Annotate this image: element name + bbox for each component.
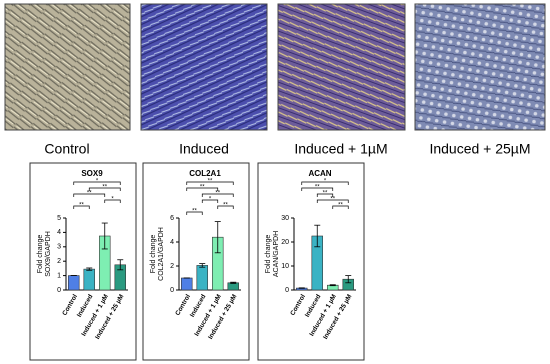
significance-bracket bbox=[316, 199, 349, 203]
y-tick-label: 2 bbox=[170, 263, 174, 270]
chart-title: COL2A1 bbox=[189, 169, 221, 178]
y-tick-label: 3 bbox=[57, 244, 61, 251]
significance-bracket bbox=[88, 187, 121, 191]
y-tick-label: 2 bbox=[57, 258, 61, 265]
y-tick-label: 0 bbox=[285, 287, 289, 294]
y-axis-label: Fold change bbox=[265, 235, 272, 274]
y-tick-label: 30 bbox=[281, 215, 289, 222]
y-tick-label: 10 bbox=[281, 263, 289, 270]
significance-bracket bbox=[316, 193, 334, 197]
significance-bracket bbox=[73, 205, 90, 209]
significance-bracket bbox=[332, 205, 349, 209]
significance-label: * bbox=[324, 179, 327, 185]
significance-label: * bbox=[96, 179, 99, 185]
image-label: Control bbox=[44, 141, 89, 157]
y-axis-label: COL2A1/GAPDH bbox=[158, 227, 165, 281]
significance-label: ** bbox=[79, 203, 84, 209]
y-tick-label: 6 bbox=[170, 215, 174, 222]
significance-bracket bbox=[73, 181, 121, 185]
bar bbox=[83, 268, 95, 291]
y-tick-label: 4 bbox=[170, 239, 174, 246]
chart-title: SOX9 bbox=[81, 169, 103, 178]
bar bbox=[68, 275, 80, 291]
y-tick-label: 5 bbox=[57, 215, 61, 222]
significance-bracket bbox=[217, 205, 234, 209]
image-label: Induced + 25µM bbox=[429, 141, 530, 157]
significance-label: ** bbox=[315, 185, 320, 191]
y-tick-label: 1 bbox=[57, 272, 61, 279]
y-axis-label: Fold change bbox=[37, 235, 44, 274]
y-axis-label: ACAN/GAPDH bbox=[273, 231, 280, 277]
y-tick-label: 0 bbox=[57, 287, 61, 294]
significance-label: ** bbox=[223, 203, 228, 209]
chart-frame bbox=[142, 162, 250, 361]
micrograph bbox=[4, 3, 131, 131]
chart-frame bbox=[257, 162, 365, 361]
y-tick-label: 0 bbox=[170, 287, 174, 294]
significance-label: * bbox=[209, 197, 212, 203]
micrograph bbox=[414, 3, 546, 131]
micrograph bbox=[140, 3, 268, 131]
bar bbox=[227, 282, 239, 291]
significance-label: ** bbox=[330, 197, 335, 203]
bar bbox=[196, 265, 208, 291]
chart-title: ACAN bbox=[308, 169, 331, 178]
image-label: Induced + 1µM bbox=[294, 141, 387, 157]
micrograph bbox=[277, 3, 406, 131]
significance-label: ** bbox=[200, 185, 205, 191]
significance-label: * bbox=[111, 197, 114, 203]
significance-bracket bbox=[104, 199, 121, 203]
y-axis-label: SOX9/GAPDH bbox=[45, 231, 52, 277]
significance-label: ** bbox=[87, 191, 92, 197]
significance-bracket bbox=[186, 181, 234, 185]
y-axis-label: Fold change bbox=[150, 235, 157, 274]
significance-bracket bbox=[201, 193, 234, 197]
significance-label: ** bbox=[208, 179, 213, 185]
significance-bracket bbox=[186, 187, 219, 191]
chart-frame bbox=[29, 162, 137, 361]
bar bbox=[181, 277, 193, 291]
significance-bracket bbox=[301, 181, 349, 185]
significance-label: ** bbox=[215, 191, 220, 197]
significance-label: ** bbox=[338, 203, 343, 209]
y-tick-label: 4 bbox=[57, 229, 61, 236]
significance-label: ** bbox=[102, 185, 107, 191]
y-tick-label: 20 bbox=[281, 239, 289, 246]
micrographs bbox=[4, 3, 546, 131]
significance-bracket bbox=[301, 187, 334, 191]
significance-bracket bbox=[201, 199, 219, 203]
image-label: Induced bbox=[179, 141, 229, 157]
significance-bracket bbox=[73, 193, 106, 197]
significance-bracket bbox=[186, 211, 203, 215]
significance-label: ** bbox=[323, 191, 328, 197]
significance-label: ** bbox=[192, 209, 197, 215]
